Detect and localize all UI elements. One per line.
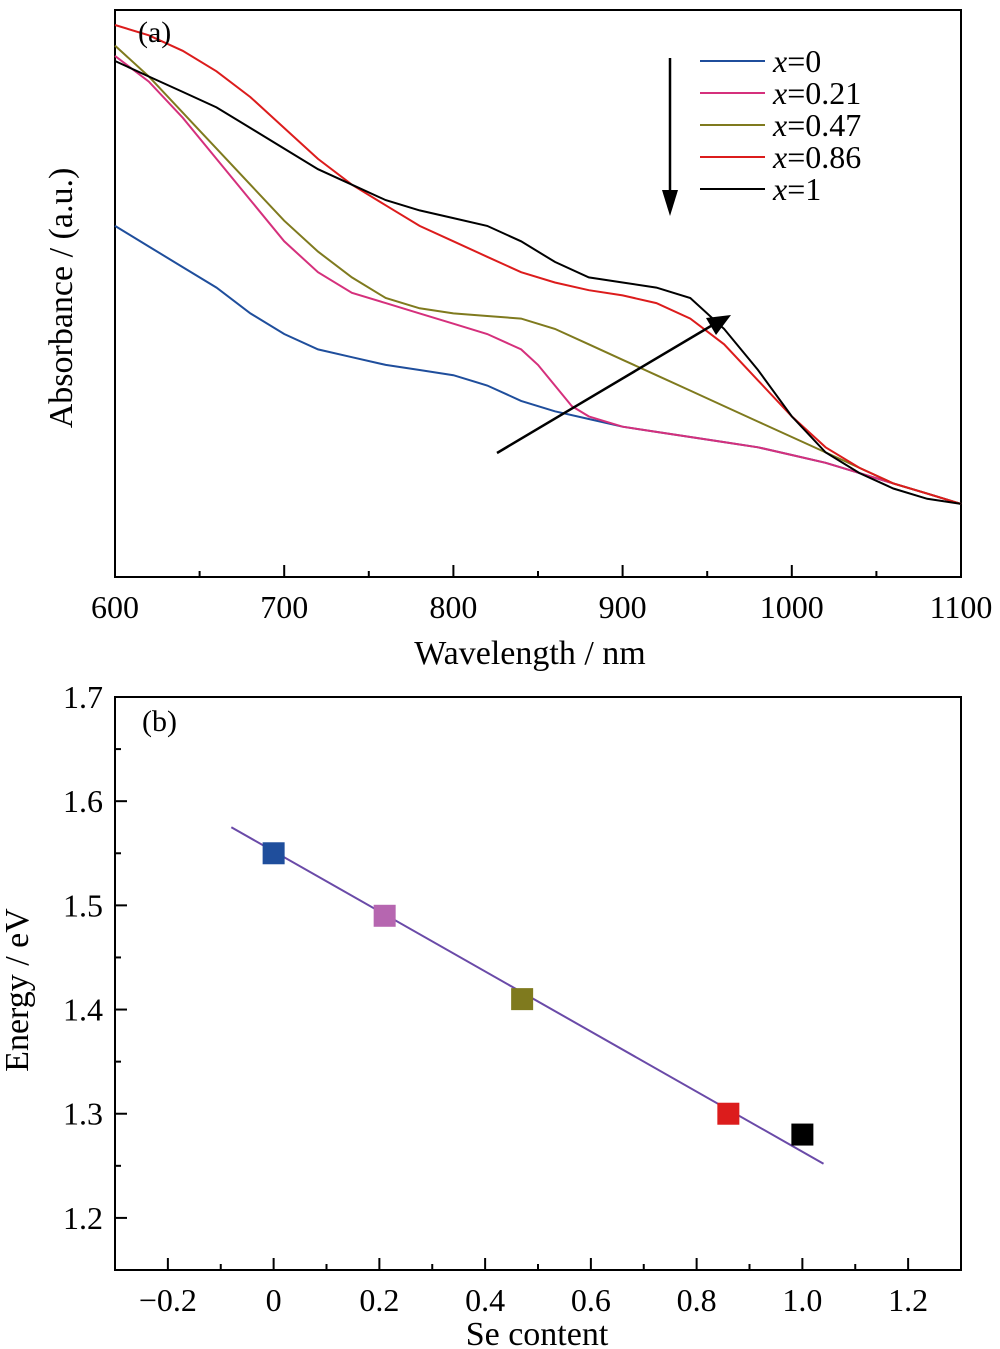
legend-label: x=0.86 xyxy=(772,139,861,175)
x-tick-label: 800 xyxy=(429,589,477,625)
legend-label: x=0.21 xyxy=(772,75,861,111)
panel-b-frame xyxy=(114,696,962,1271)
panel-a-legend: x=0x=0.21x=0.47x=0.86x=1 xyxy=(700,43,861,207)
x-tick-label: 0.4 xyxy=(465,1282,505,1318)
panel-b-x-axis-label: Se content xyxy=(466,1316,609,1349)
x-tick-label: 1.0 xyxy=(782,1282,822,1318)
panel-a-absorbance-chart: 600 700 800 900 1000 1100 x=0x=0.21x=0.47x=0.… xyxy=(43,9,992,672)
x-tick-label: −0.2 xyxy=(139,1282,197,1318)
diagonal-arrow xyxy=(496,321,717,455)
panel-b-y-axis-label: Energy / eV xyxy=(0,908,36,1072)
x-tick-label: 0.2 xyxy=(359,1282,399,1318)
curve-x-0-86 xyxy=(114,24,962,505)
panel-b-points xyxy=(262,842,814,1146)
y-tick-label: 1.7 xyxy=(63,679,103,715)
curve-x-1 xyxy=(114,60,962,505)
legend-label: x=1 xyxy=(772,171,821,207)
x-tick-label: 0.8 xyxy=(677,1282,717,1318)
x-tick-label: 1100 xyxy=(930,589,993,625)
legend-label: x=0 xyxy=(772,43,821,79)
panel-b-y-ticks: 1.2 1.3 1.4 1.5 1.6 1.7 xyxy=(63,679,127,1236)
curve-x-0-47 xyxy=(114,44,962,505)
x-tick-label: 600 xyxy=(91,589,139,625)
y-tick-label: 1.2 xyxy=(63,1200,103,1236)
x-tick-label: 1000 xyxy=(760,589,824,625)
data-point xyxy=(717,1102,740,1125)
curve-x-0-21 xyxy=(114,55,962,505)
x-tick-label: 900 xyxy=(599,589,647,625)
y-tick-label: 1.3 xyxy=(63,1096,103,1132)
data-point xyxy=(791,1123,814,1146)
panel-a-x-axis-label: Wavelength / nm xyxy=(414,635,645,672)
y-tick-label: 1.4 xyxy=(63,992,103,1028)
data-point xyxy=(373,904,396,927)
x-tick-label: 0.6 xyxy=(571,1282,611,1318)
data-point xyxy=(262,842,285,865)
panel-a-curves xyxy=(114,24,962,505)
data-point xyxy=(511,988,534,1011)
panel-a-label: (a) xyxy=(138,16,171,49)
panel-b-label: (b) xyxy=(142,705,177,738)
legend-label: x=0.47 xyxy=(772,107,861,143)
x-tick-label: 0 xyxy=(266,1282,282,1318)
x-tick-label: 1.2 xyxy=(888,1282,928,1318)
panel-a-y-axis-label: Absorbance / (a.u.) xyxy=(43,168,80,429)
down-arrow-head xyxy=(662,190,678,216)
panel-a-x-ticks: 600 700 800 900 1000 1100 xyxy=(91,565,992,625)
panel-b-energy-chart: −0.2 0 0.2 0.4 0.6 0.8 1.0 1.2 1.21.31.41.51.61… xyxy=(0,679,962,1349)
panel-b-x-ticks: −0.2 0 0.2 0.4 0.6 0.8 1.0 1.2 xyxy=(114,1258,928,1318)
x-tick-label: 700 xyxy=(260,589,308,625)
diagonal-arrow-head xyxy=(706,315,731,335)
y-tick-label: 1.5 xyxy=(63,887,103,923)
y-tick-label: 1.6 xyxy=(63,783,103,819)
